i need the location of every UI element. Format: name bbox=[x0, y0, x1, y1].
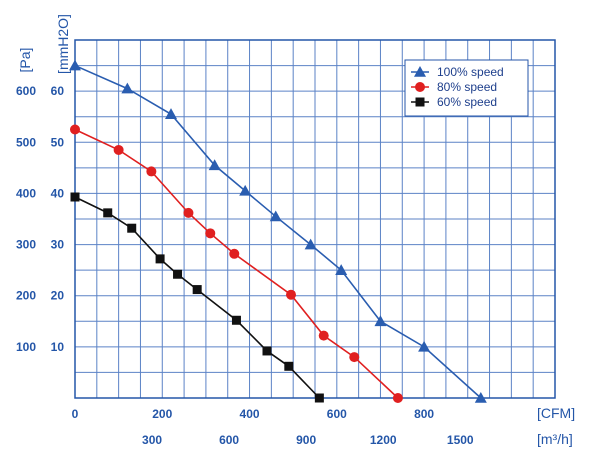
series-80-speed-line bbox=[74, 128, 399, 399]
legend-80-speed-label: 80% speed bbox=[437, 80, 497, 94]
legend-60-speed-label: 60% speed bbox=[437, 95, 497, 109]
series-100-speed-point bbox=[304, 238, 317, 250]
y-tick-mmh2o: 40 bbox=[51, 186, 65, 200]
series-60-speed-point bbox=[262, 346, 272, 356]
series-60-speed-point bbox=[192, 285, 202, 295]
legend-80-speed-marker bbox=[415, 82, 425, 92]
series-80-speed-point bbox=[349, 352, 360, 363]
x-tick-m3h: 300 bbox=[142, 433, 162, 447]
legend-60-speed: 60% speed bbox=[411, 95, 497, 109]
y-tick-pa: 500 bbox=[16, 135, 36, 149]
legend-100-speed-label: 100% speed bbox=[437, 65, 504, 79]
series-80-speed-point bbox=[205, 228, 216, 239]
y-tick-pa: 600 bbox=[16, 84, 36, 98]
y-tick-pa: 100 bbox=[16, 340, 36, 354]
x-tick-cfm: 400 bbox=[240, 407, 260, 421]
series-100-speed-point bbox=[69, 59, 81, 71]
series-100-speed-point bbox=[374, 315, 387, 327]
legend-100-speed-marker bbox=[414, 66, 426, 77]
legend-60-speed-marker bbox=[415, 97, 425, 107]
y-axis-mmh2o-ticks: 10 20 30 40 50 60 bbox=[51, 84, 65, 354]
series-80-speed-point bbox=[286, 289, 296, 300]
series-100-speed-point bbox=[208, 159, 221, 171]
series-80-speed-point bbox=[146, 166, 157, 177]
series-60-speed-point bbox=[284, 361, 294, 371]
y-tick-mmh2o: 10 bbox=[51, 340, 65, 354]
series-100-speed-point bbox=[239, 184, 252, 196]
series-100-speed-point bbox=[121, 82, 134, 94]
series-60-speed-point bbox=[103, 208, 113, 218]
x-tick-cfm: 200 bbox=[152, 407, 172, 421]
y-tick-mmh2o: 20 bbox=[51, 289, 65, 303]
series-60-speed-line bbox=[74, 196, 320, 399]
series-80-speed-point bbox=[70, 124, 80, 135]
series-60-speed-point bbox=[173, 269, 183, 279]
series-60-speed-point bbox=[127, 223, 137, 233]
series-60-speed-point bbox=[231, 315, 241, 325]
y-tick-mmh2o: 50 bbox=[51, 135, 65, 149]
x-axis-m3h-ticks: 300 600 900 1200 1500 bbox=[142, 433, 474, 447]
x-axis-cfm-unit: [CFM] bbox=[537, 405, 575, 421]
x-axis-cfm-ticks: 0 200 400 600 800 bbox=[72, 407, 435, 421]
y-tick-pa: 300 bbox=[16, 238, 36, 252]
series-100-speed-point bbox=[269, 210, 282, 222]
x-tick-cfm: 800 bbox=[414, 407, 434, 421]
series-60-speed-point bbox=[314, 393, 324, 403]
y-tick-mmh2o: 30 bbox=[51, 238, 65, 252]
x-tick-cfm: 0 bbox=[72, 407, 79, 421]
y-tick-pa: 400 bbox=[16, 186, 36, 200]
series-layer bbox=[69, 59, 487, 403]
series-60-speed bbox=[70, 192, 324, 403]
series-100-speed-point bbox=[418, 340, 431, 352]
x-axis-m3h-unit: [m³/h] bbox=[537, 431, 573, 447]
x-tick-m3h: 1200 bbox=[370, 433, 397, 447]
legend-100-speed: 100% speed bbox=[411, 65, 504, 79]
y-axis-mmh2o-unit: [mmH2O] bbox=[55, 14, 71, 74]
series-80-speed bbox=[70, 124, 403, 403]
series-60-speed-point bbox=[155, 254, 165, 264]
series-80-speed-point bbox=[229, 248, 240, 259]
x-tick-m3h: 1500 bbox=[447, 433, 474, 447]
legend-box bbox=[404, 59, 529, 117]
x-tick-m3h: 600 bbox=[219, 433, 239, 447]
series-100-speed-point bbox=[165, 108, 177, 119]
series-80-speed-point bbox=[183, 207, 194, 218]
series-60-speed-point bbox=[70, 192, 80, 202]
x-tick-m3h: 900 bbox=[296, 433, 316, 447]
grid bbox=[75, 40, 555, 398]
legend-80-speed: 80% speed bbox=[411, 80, 497, 94]
series-80-speed-point bbox=[318, 330, 329, 341]
y-tick-pa: 200 bbox=[16, 289, 36, 303]
y-axis-pa-unit: [Pa] bbox=[17, 48, 33, 73]
series-100-speed-point bbox=[335, 264, 348, 275]
x-tick-cfm: 600 bbox=[327, 407, 347, 421]
series-100-speed-point bbox=[474, 392, 487, 403]
y-tick-mmh2o: 60 bbox=[51, 84, 65, 98]
series-80-speed-point bbox=[392, 393, 403, 403]
series-80-speed-point bbox=[113, 144, 124, 155]
y-axis-pa-ticks: 100 200 300 400 500 600 bbox=[16, 84, 36, 354]
series-100-speed bbox=[69, 59, 487, 403]
